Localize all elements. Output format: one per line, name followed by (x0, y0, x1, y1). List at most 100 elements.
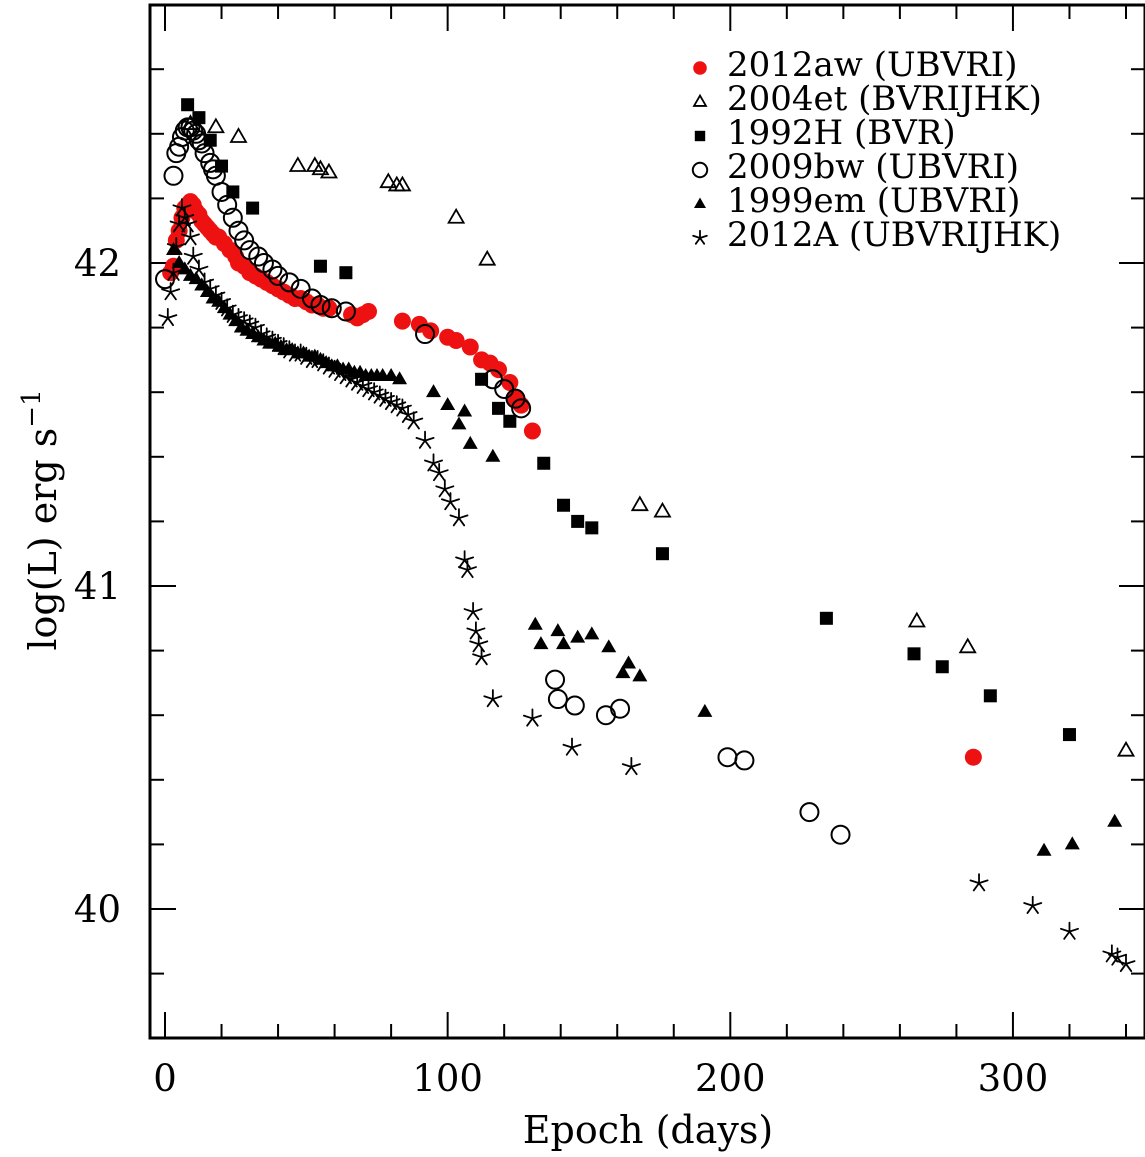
data-point (171, 254, 187, 268)
data-point (935, 660, 949, 674)
x-tick-label: 100 (412, 1057, 483, 1100)
data-point (522, 708, 542, 727)
data-point (523, 422, 541, 440)
data-point (983, 689, 997, 703)
data-point (717, 747, 738, 768)
data-point (194, 143, 215, 164)
data-point (1062, 728, 1076, 742)
data-point (321, 298, 342, 319)
x-tick-label: 0 (153, 1057, 177, 1100)
x-tick-label: 300 (978, 1057, 1049, 1100)
data-point (181, 98, 195, 112)
data-point (1036, 842, 1052, 856)
x-axis-label: Epoch (days) (523, 1108, 773, 1152)
data-point (463, 601, 483, 621)
data-point (268, 265, 289, 286)
data-point (441, 492, 460, 511)
data-point (195, 272, 215, 291)
data-point (545, 669, 566, 690)
data-point (429, 463, 449, 482)
data-point (485, 448, 501, 462)
data-point (570, 629, 586, 643)
y-axis-label-superscript: −1 (17, 389, 47, 427)
data-point (165, 242, 181, 256)
legend-entry: 2012A (UBVRIJHK) (727, 215, 1061, 255)
y-axis-label: log(L) erg s−1 (17, 389, 65, 650)
data-point (585, 521, 599, 535)
data-point (415, 430, 435, 449)
legend-marker (694, 130, 706, 142)
data-point (449, 508, 469, 527)
data-point (907, 611, 926, 628)
data-point (461, 338, 479, 356)
data-point (383, 367, 399, 381)
data-point (466, 621, 486, 640)
y-tick-label: 41 (74, 565, 121, 608)
data-point (311, 159, 330, 176)
data-point (313, 259, 327, 273)
legend-marker (693, 61, 707, 75)
data-points (155, 98, 1136, 973)
data-point (907, 647, 921, 661)
series-group (158, 198, 1136, 973)
data-point (392, 398, 412, 417)
data-point (229, 127, 248, 143)
data-point (392, 371, 408, 385)
data-point (191, 133, 212, 154)
data-point (799, 802, 820, 823)
data-point (183, 246, 203, 265)
legend-entry: 1992H (BVR) (727, 113, 956, 153)
data-point (166, 236, 186, 256)
y-tick-label: 42 (74, 242, 121, 285)
data-point (964, 748, 982, 766)
data-point (279, 272, 300, 293)
data-point (505, 388, 526, 409)
data-point (245, 317, 265, 336)
data-point (1064, 836, 1080, 850)
data-point (335, 301, 356, 322)
data-point (404, 411, 424, 430)
data-point (228, 220, 249, 241)
data-point (969, 873, 989, 892)
data-point (440, 397, 456, 411)
y-axis-label-main: log(L) erg s (21, 428, 65, 651)
data-point (533, 636, 549, 650)
data-point (393, 175, 412, 192)
legend-marker (694, 197, 706, 208)
data-point (830, 824, 851, 845)
data-point (503, 414, 517, 428)
data-point (189, 259, 209, 278)
data-point (469, 634, 489, 653)
data-point (564, 695, 585, 716)
data-point (426, 384, 442, 398)
data-point (630, 495, 649, 512)
data-point (653, 501, 672, 518)
data-point (655, 547, 669, 561)
data-point (217, 194, 238, 215)
data-point (158, 308, 178, 327)
data-point (462, 435, 478, 449)
data-point (387, 395, 407, 414)
y-tick-label: 40 (74, 888, 121, 931)
data-point (398, 404, 418, 423)
series-group (155, 117, 851, 845)
data-point (212, 291, 231, 310)
data-point (1116, 740, 1136, 757)
data-point (305, 156, 324, 172)
data-point (490, 361, 508, 379)
data-point (200, 278, 220, 298)
data-point (164, 262, 183, 281)
data-point (621, 655, 637, 669)
legend-entry: 2004et (BVRIJHK) (727, 79, 1042, 119)
legend-marker (692, 229, 708, 245)
data-point (161, 282, 181, 301)
data-point (455, 550, 475, 569)
legend-entry: 2012aw (UBVRI) (727, 45, 1017, 85)
data-point (457, 559, 477, 579)
data-point (511, 398, 532, 419)
data-point (958, 637, 977, 654)
data-point (393, 312, 411, 330)
data-point (206, 285, 226, 304)
data-point (610, 698, 631, 719)
